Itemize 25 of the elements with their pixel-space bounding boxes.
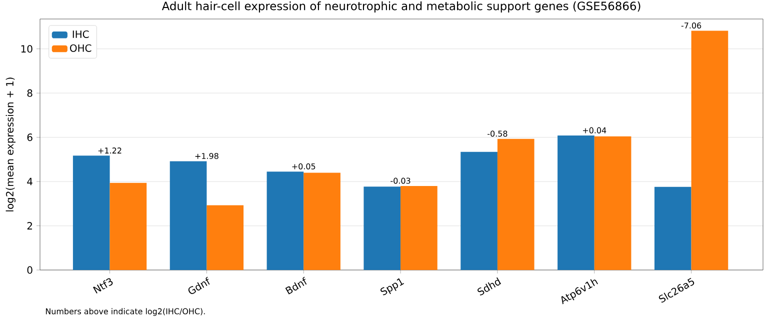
bar xyxy=(594,136,632,270)
bar xyxy=(206,205,244,270)
bar xyxy=(691,30,728,270)
bar xyxy=(460,152,498,270)
bar xyxy=(654,186,692,270)
bar xyxy=(400,186,438,270)
bar xyxy=(72,156,110,270)
bar xyxy=(364,186,401,270)
legend-label: OHC xyxy=(70,44,92,52)
bar xyxy=(110,182,147,270)
y-tick-label: 8 xyxy=(27,89,32,97)
bar xyxy=(304,172,340,270)
bar xyxy=(170,161,207,270)
chart-title: Adult hair-cell expression of neurotrophic and metabolic support genes (GSE56866) xyxy=(162,1,640,12)
bar xyxy=(558,136,594,270)
y-tick-label: 2 xyxy=(27,222,32,230)
y-axis-title: log2(mean expression + 1) xyxy=(6,78,16,212)
x-tick-label: Ntf3 xyxy=(92,278,113,294)
bar xyxy=(497,138,534,270)
y-tick-label: 10 xyxy=(21,45,32,53)
y-tick-label: 4 xyxy=(27,178,32,186)
bar xyxy=(266,172,304,270)
legend-label: IHC xyxy=(72,30,89,38)
y-tick-label: 0 xyxy=(27,266,32,274)
y-tick-label: 6 xyxy=(27,134,32,142)
